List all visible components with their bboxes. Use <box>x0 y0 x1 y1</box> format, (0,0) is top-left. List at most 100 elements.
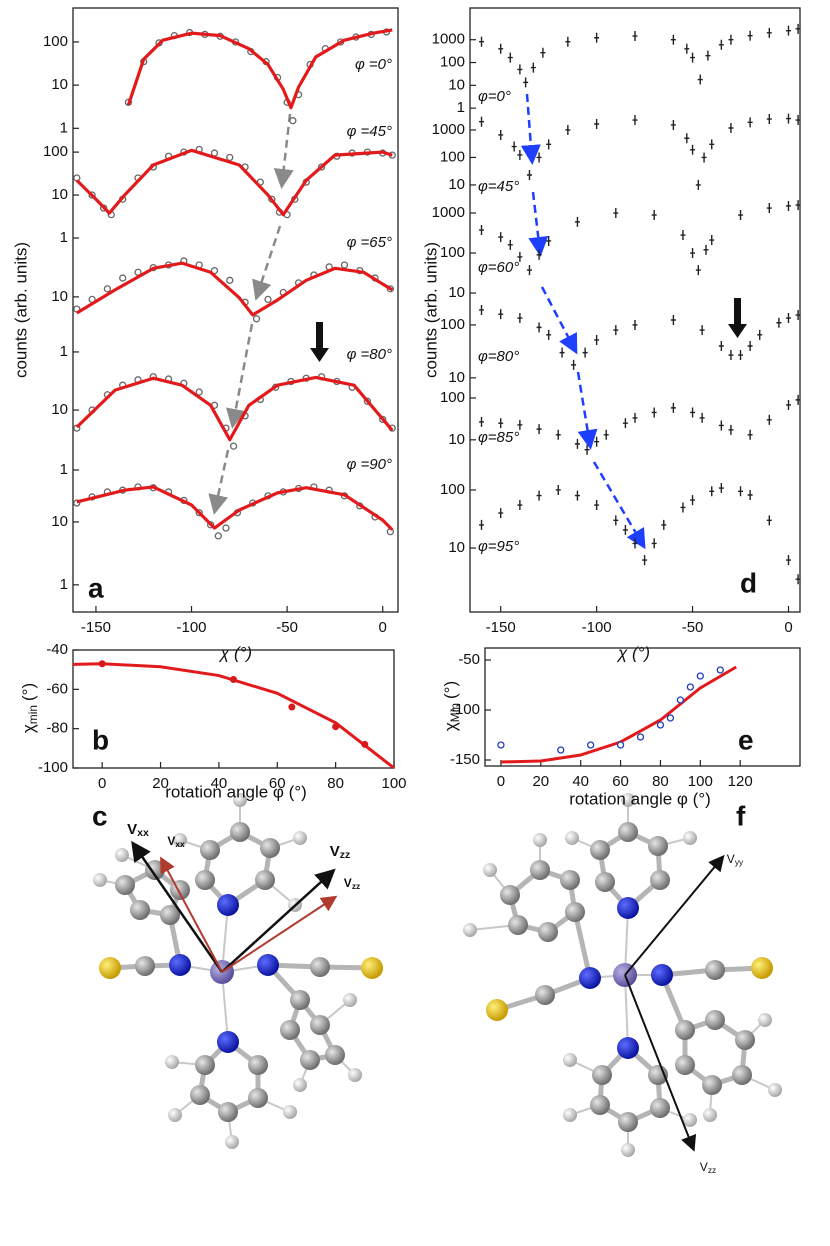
data-point <box>507 239 513 250</box>
data-point <box>536 424 542 435</box>
y-tick-label: 100 <box>43 143 68 160</box>
data-point <box>582 347 588 358</box>
data-point <box>288 703 296 711</box>
data-point <box>795 394 801 405</box>
fit-curve <box>75 375 394 442</box>
data-point <box>632 538 638 549</box>
data-point <box>73 174 81 182</box>
data-point <box>670 402 676 413</box>
data-point <box>517 251 523 262</box>
data-point <box>690 144 696 155</box>
x-tick-label: 60 <box>612 773 629 790</box>
data-point <box>555 484 561 495</box>
series-label: φ=0° <box>478 88 511 105</box>
data-point <box>574 216 580 227</box>
data-point <box>536 152 542 163</box>
label-part: (°) <box>441 681 460 699</box>
series-label: φ=45° <box>478 178 519 195</box>
data-point <box>699 325 705 336</box>
x-tick-label: -50 <box>276 619 298 636</box>
data-point <box>785 25 791 36</box>
data-point <box>540 47 546 58</box>
data-point <box>728 123 734 134</box>
data-point <box>559 347 565 358</box>
data-point <box>718 420 724 431</box>
data-point <box>795 200 801 211</box>
label-part: χ <box>19 724 38 733</box>
data-point <box>195 388 203 396</box>
y-tick-label: 100 <box>43 33 68 50</box>
axis-label: χmin (°) <box>19 683 39 733</box>
guide-arrows-d <box>520 93 646 550</box>
x-axis-label: rotation angle φ (°) <box>165 782 307 801</box>
data-point <box>214 532 222 540</box>
label-part: V <box>127 821 137 838</box>
data-point <box>766 203 772 214</box>
series-label: φ=80° <box>478 348 519 365</box>
data-point <box>670 119 676 130</box>
x-tick-label: 120 <box>728 773 753 790</box>
x-tick-label: 80 <box>327 775 344 792</box>
data-point <box>536 322 542 333</box>
data-point <box>565 36 571 47</box>
data-point <box>680 230 686 241</box>
data-point <box>728 350 734 361</box>
data-point <box>616 741 625 749</box>
data-point <box>536 490 542 501</box>
data-point <box>766 515 772 526</box>
fit-curve <box>75 261 394 317</box>
data-point <box>636 733 645 741</box>
data-point <box>594 119 600 130</box>
data-point <box>479 116 485 127</box>
data-point <box>632 412 638 423</box>
y-tick-label: 100 <box>440 389 465 406</box>
data-point <box>264 295 272 304</box>
data-point <box>98 660 106 668</box>
data-point <box>785 313 791 324</box>
y-axis-label: counts (arb. units) <box>11 242 30 378</box>
data-point <box>718 39 724 50</box>
panel-letter: e <box>738 724 754 755</box>
y-tick-label: 10 <box>51 401 68 418</box>
y-tick-label: 10 <box>448 176 465 193</box>
panel-letter: b <box>92 724 109 755</box>
y-axis-label: counts (arb. units) <box>421 242 440 378</box>
x-tick-label: 100 <box>688 773 713 790</box>
y-tick-label: 10 <box>448 284 465 301</box>
data-point <box>680 502 686 513</box>
data-point <box>651 210 657 221</box>
y-tick-label: 1000 <box>432 121 465 138</box>
data-point <box>699 412 705 423</box>
x-axis-label: χ (°) <box>616 643 650 662</box>
series-label: φ=85° <box>478 429 519 446</box>
x-tick-label: 40 <box>572 773 589 790</box>
plot-frame <box>72 649 395 769</box>
series-label: φ =0° <box>355 56 392 73</box>
y-tick-label: 10 <box>51 288 68 305</box>
data-point <box>795 310 801 321</box>
y-tick-label: -50 <box>458 651 480 668</box>
data-point <box>530 62 536 73</box>
series-label: φ=60° <box>478 259 519 276</box>
data-point <box>594 32 600 43</box>
data-point <box>479 519 485 530</box>
data-point <box>738 350 744 361</box>
molecule-c <box>93 793 383 1149</box>
label-part: Min <box>448 703 462 722</box>
y-tick-label: 10 <box>51 513 68 530</box>
data-point <box>622 418 628 429</box>
data-point <box>119 274 127 282</box>
label-part: zz <box>708 1165 716 1175</box>
label-part: zz <box>340 849 351 861</box>
x-tick-label: -150 <box>81 619 111 636</box>
data-point <box>594 500 600 511</box>
panel-letter: c <box>92 800 108 831</box>
y-tick-label: 10 <box>51 76 68 93</box>
data-point <box>695 265 701 276</box>
data-point <box>230 676 237 683</box>
y-tick-label: 1 <box>60 343 68 360</box>
data-point <box>498 129 504 140</box>
x-tick-label: 20 <box>152 775 169 792</box>
x-axis-label: rotation angle φ (°) <box>569 789 711 808</box>
data-point <box>536 249 542 260</box>
